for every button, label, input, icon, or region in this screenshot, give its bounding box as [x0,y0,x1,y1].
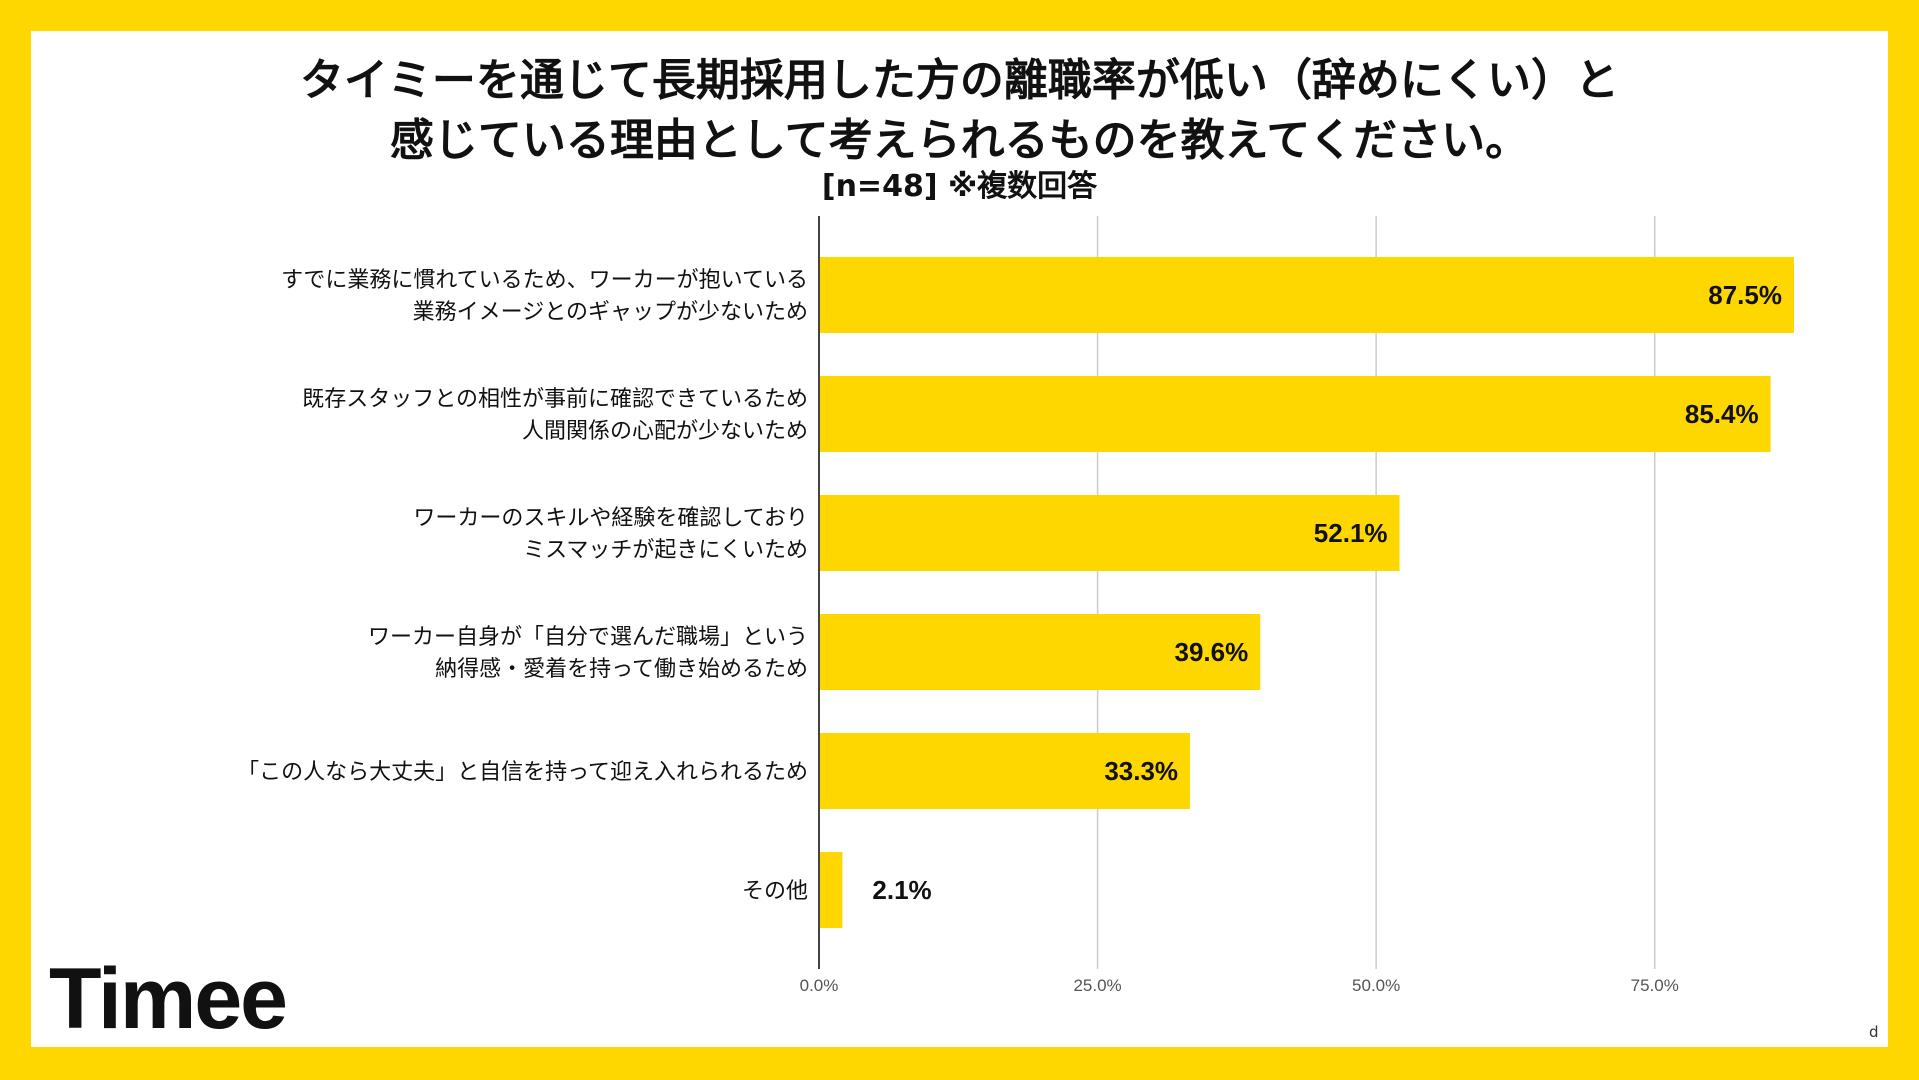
category-label: 納得感・愛着を持って働き始めるため [435,657,808,682]
data-label: 85.4% [1685,399,1759,429]
bar [819,733,1191,809]
category-label: 業務イメージとのギャップが少ないため [413,300,808,325]
data-label: 2.1% [872,875,931,905]
data-label: 39.6% [1175,637,1249,667]
bar [819,852,843,928]
chart-subtitle: [n=48] ※複数回答 [821,169,1098,204]
category-label: ミスマッチが起きにくいため [523,538,808,563]
category-label: 「この人なら大丈夫」と自信を持って迎え入れられるため [237,760,808,785]
category-label: ワーカー自身が「自分で選んだ職場」という [368,625,808,650]
x-tick-label: 25.0% [1073,976,1121,995]
data-label: 52.1% [1314,518,1388,548]
bar [819,257,1794,333]
category-label: ワーカーのスキルや経験を確認しており [413,506,808,531]
x-tick-label: 50.0% [1352,976,1400,995]
chart-title-line1: タイミーを通じて長期採用した方の離職率が低い（辞めにくい）と [299,55,1620,106]
data-label: 87.5% [1708,280,1782,310]
chart-panel: タイミーを通じて長期採用した方の離職率が低い（辞めにくい）と 感じている理由とし… [31,31,1888,1047]
category-label: 人間関係の心配が少ないため [522,419,808,444]
x-tick-label: 0.0% [800,976,839,995]
x-tick-label: 75.0% [1631,976,1679,995]
chart-title-line2: 感じている理由として考えられるものを教えてください。 [389,115,1530,166]
bar [819,495,1400,571]
bar [819,376,1771,452]
footnote: d [1869,1023,1879,1041]
bar [819,614,1261,690]
data-label: 33.3% [1104,756,1178,786]
category-label: 既存スタッフとの相性が事前に確認できているため [302,387,808,412]
category-label: その他 [742,879,808,904]
timee-logo: Timee [49,951,288,1047]
bar-chart: 0.0% 25.0% 50.0% 75.0% 87.5% すでに業務に慣れているため、ワー… [237,216,1794,995]
category-label: すでに業務に慣れているため、ワーカーが抱いている [281,268,808,293]
